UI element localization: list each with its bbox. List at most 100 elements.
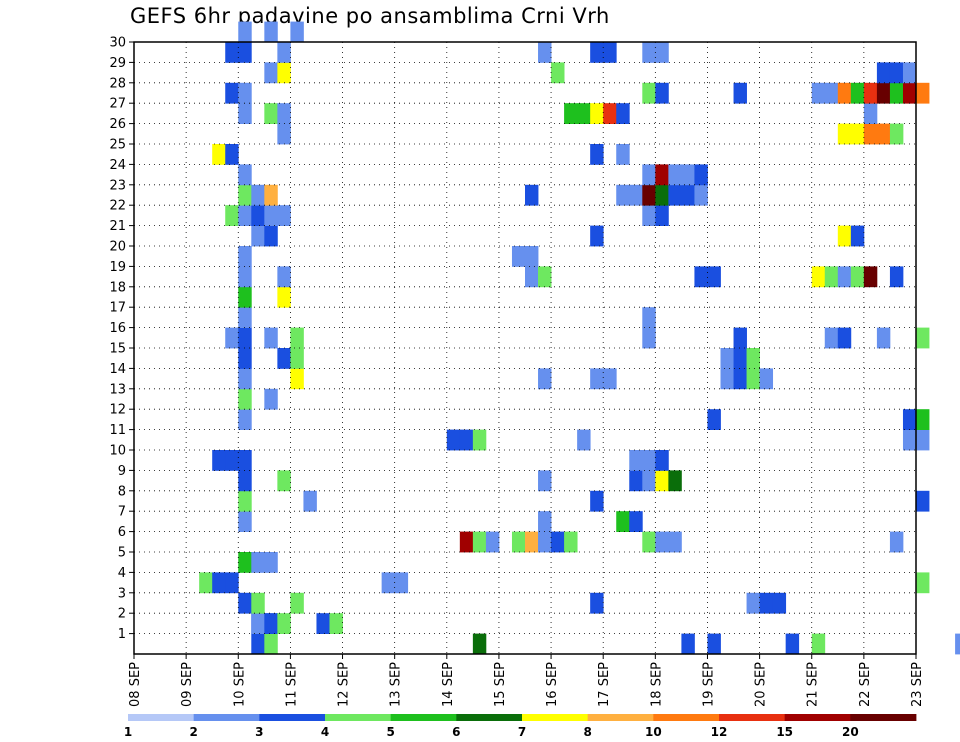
heatmap-cell — [538, 368, 552, 390]
x-tick-label: 18 SEP — [649, 662, 664, 707]
heatmap-cell — [251, 184, 265, 206]
heatmap-cell — [655, 531, 669, 553]
heatmap-cell — [511, 531, 526, 553]
x-tick-label: 19 SEP — [701, 662, 716, 707]
heatmap-cell — [668, 184, 682, 206]
heatmap-cell — [381, 572, 396, 594]
colorbar-swatch — [390, 714, 457, 721]
heatmap-cell — [955, 633, 960, 655]
heatmap-cell — [707, 266, 721, 288]
heatmap-cell — [889, 266, 904, 288]
heatmap-cell — [733, 348, 747, 369]
heatmap-cell — [277, 123, 291, 145]
y-tick-label: 19 — [109, 260, 126, 275]
y-tick-label: 30 — [109, 36, 126, 51]
heatmap-cell — [824, 327, 839, 349]
colorbar-swatch — [522, 714, 589, 721]
heatmap-cell — [694, 164, 708, 186]
heatmap-cell — [642, 82, 656, 104]
heatmap-cell — [225, 205, 239, 226]
heatmap-cell — [590, 592, 604, 614]
heatmap-cell — [577, 103, 591, 124]
y-tick-label: 16 — [109, 321, 126, 336]
x-tick-label: 10 SEP — [232, 662, 247, 707]
heatmap-cell — [225, 144, 239, 165]
y-tick-label: 18 — [109, 280, 126, 295]
heatmap-cell — [629, 470, 643, 492]
heatmap-cell — [238, 286, 252, 308]
heatmap-cell — [238, 490, 252, 512]
heatmap-cell — [746, 368, 760, 390]
heatmap-cell — [251, 225, 265, 247]
heatmap-cell — [811, 266, 826, 288]
heatmap-cell — [668, 531, 682, 553]
heatmap-cell — [238, 388, 252, 410]
heatmap-cell — [916, 327, 930, 349]
colorbar-label: 3 — [255, 725, 263, 739]
heatmap-cell — [238, 246, 252, 267]
heatmap-cell — [251, 613, 265, 634]
colorbar-swatch — [587, 714, 654, 721]
heatmap-cell — [720, 348, 734, 369]
heatmap-cell — [889, 123, 904, 145]
heatmap-cell — [264, 184, 278, 206]
heatmap-cell — [916, 82, 930, 104]
colorbar-label: 12 — [711, 725, 728, 739]
heatmap-cell — [876, 62, 891, 84]
heatmap-cell — [707, 633, 721, 655]
heatmap-cell — [199, 572, 213, 594]
heatmap-cell — [603, 42, 617, 63]
heatmap-cell — [472, 531, 487, 553]
heatmap-cell — [629, 450, 643, 471]
heatmap-cell — [225, 82, 239, 104]
heatmap-cell — [616, 103, 630, 124]
y-tick-label: 1 — [118, 627, 126, 642]
heatmap-cell — [590, 368, 604, 390]
y-tick-label: 4 — [118, 566, 126, 581]
colorbar-swatch — [653, 714, 720, 721]
y-tick-label: 15 — [109, 342, 126, 357]
y-tick-label: 13 — [109, 382, 126, 397]
y-tick-label: 8 — [118, 484, 126, 499]
heatmap-cell — [642, 164, 656, 186]
heatmap-cell — [733, 368, 747, 390]
heatmap-cell — [251, 552, 265, 573]
heatmap-cell — [642, 531, 656, 553]
heatmap-cell — [850, 123, 865, 145]
colorbar-label: 5 — [386, 725, 394, 739]
heatmap-cell — [603, 103, 617, 124]
heatmap-cell — [212, 450, 226, 471]
heatmap-cell — [916, 490, 930, 512]
heatmap-cell — [655, 164, 669, 186]
colorbar-label: 4 — [321, 725, 329, 739]
heatmap-cell — [264, 327, 278, 349]
heatmap-cell — [538, 266, 552, 288]
colorbar-swatch — [850, 714, 917, 721]
y-axis: 1234567891011121314151617181920212223242… — [109, 36, 134, 642]
heatmap-cell — [238, 450, 252, 471]
heatmap-cell — [902, 62, 917, 84]
colorbar-swatch — [259, 714, 326, 721]
colorbar-label: 2 — [189, 725, 197, 739]
heatmap-cell — [290, 21, 304, 43]
heatmap-cell — [238, 21, 252, 43]
y-tick-label: 24 — [109, 158, 126, 173]
heatmap-cell — [277, 286, 291, 308]
colorbar-label: 8 — [583, 725, 591, 739]
heatmap-cell — [616, 184, 630, 206]
heatmap-cell — [251, 592, 265, 614]
heatmap-cell — [538, 531, 552, 553]
heatmap-cell — [642, 450, 656, 471]
heatmap-cell — [837, 123, 852, 145]
heatmap-cell — [472, 633, 487, 655]
heatmap-cell — [629, 511, 643, 532]
heatmap-cell — [681, 184, 695, 206]
y-tick-label: 2 — [118, 607, 126, 622]
heatmap-cell — [863, 266, 878, 288]
heatmap-cell — [525, 246, 539, 267]
heatmap-cell — [863, 82, 878, 104]
heatmap-cell — [446, 429, 461, 451]
heatmap-cell — [511, 246, 526, 267]
x-tick-label: 16 SEP — [545, 662, 560, 707]
y-tick-label: 11 — [109, 423, 126, 438]
